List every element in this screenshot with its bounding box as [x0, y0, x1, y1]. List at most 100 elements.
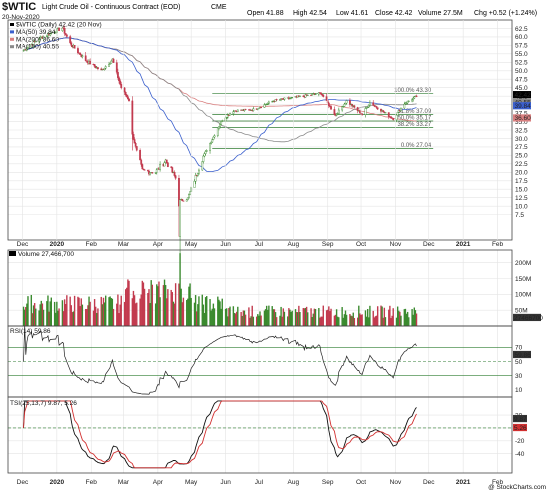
candle-body	[392, 118, 395, 121]
volume-bar	[178, 283, 180, 326]
volume-bar	[86, 309, 88, 326]
volume-bar	[358, 305, 360, 326]
volume-bar	[50, 297, 52, 326]
volume-bar	[403, 309, 406, 326]
legend-entry: MA(200) 36.60	[16, 36, 59, 43]
volume-bar	[120, 295, 122, 326]
volume-bar	[193, 302, 196, 326]
candle-body	[65, 34, 68, 37]
candle-body	[299, 95, 301, 97]
exchange-label: CME	[211, 4, 227, 11]
volume-bar	[147, 293, 149, 326]
legend-entry: MA(50) 39.84	[16, 29, 56, 36]
volume-bar	[219, 301, 221, 326]
candle-body	[103, 68, 106, 70]
volume-bar	[163, 279, 166, 326]
x-axis-month-label: Dec	[423, 479, 435, 486]
volume-bar	[322, 305, 324, 326]
volume-bar	[342, 317, 344, 326]
candle-body	[25, 48, 28, 51]
volume-bar	[72, 311, 75, 326]
volume-bar	[143, 288, 146, 326]
candle-body	[397, 110, 400, 113]
volume-bar	[41, 303, 44, 326]
candle-body	[314, 94, 317, 96]
candle-body	[38, 39, 40, 42]
volume-bar	[112, 308, 115, 326]
candle-body	[34, 41, 37, 43]
candle-body	[310, 94, 312, 96]
last-price-tag-label: 42.42	[515, 92, 532, 99]
volume-bar	[381, 306, 383, 326]
volume-bar	[227, 316, 229, 326]
volume-bar	[252, 316, 255, 326]
volume-bar	[108, 297, 110, 326]
candle-body	[218, 126, 220, 129]
rsi-tick-label: 70	[515, 345, 523, 352]
candle-body	[342, 106, 345, 108]
tsi-line	[23, 400, 417, 469]
volume-bar	[260, 315, 262, 326]
volume-bar	[117, 294, 119, 326]
volume-bar	[279, 315, 281, 326]
candle-body	[356, 107, 359, 112]
tsi-last-tag-label: 9.87	[514, 416, 527, 423]
candle-body	[244, 108, 247, 110]
volume-bar	[391, 315, 393, 326]
volume-bar	[375, 315, 378, 326]
candle-body	[396, 112, 399, 116]
volume-bar	[291, 310, 293, 326]
candle-body	[372, 102, 375, 106]
volume-bar	[350, 315, 352, 326]
x-axis-month-label: Oct	[356, 241, 366, 248]
candle-body	[384, 112, 387, 114]
price-tick-label: 30.0	[515, 136, 528, 143]
volume-bar	[233, 312, 236, 326]
candle-body	[232, 111, 235, 114]
volume-bar	[179, 253, 181, 326]
volume-bar	[258, 315, 260, 326]
x-axis-month-label: 2021	[456, 241, 471, 248]
rsi-panel: 70 50 30 10 RSI(14) 59.86 59.86	[7, 325, 531, 398]
candle-body	[32, 41, 35, 46]
candle-body	[317, 92, 320, 95]
x-axis-month-label: 2021	[456, 479, 471, 486]
volume-bar	[27, 296, 29, 326]
candle-body	[266, 103, 269, 105]
candle-body	[400, 107, 402, 111]
volume-bar	[197, 304, 199, 326]
candle-body	[406, 100, 409, 104]
volume-bar	[167, 289, 169, 326]
volume-bar	[30, 294, 33, 326]
volume-bar	[289, 309, 291, 326]
volume-bar	[213, 308, 216, 326]
volume-bar	[400, 315, 402, 326]
candle-body	[351, 103, 354, 107]
volume-bar	[158, 281, 160, 326]
candle-body	[313, 93, 316, 95]
volume-bar	[361, 314, 363, 326]
volume-bar	[243, 310, 246, 326]
price-tick-label: 15.0	[515, 187, 528, 194]
volume-bar	[224, 308, 227, 326]
volume-bar	[42, 309, 45, 326]
candle-body	[159, 163, 161, 170]
volume-bar	[149, 303, 151, 326]
fib-level-label: 50.0% 35.17	[397, 115, 431, 121]
candle-body	[185, 199, 188, 202]
candle-body	[181, 198, 184, 202]
volume-tick-label: 200M	[515, 260, 531, 267]
price-tick-label: 60.0	[515, 34, 528, 41]
candle-body	[178, 178, 180, 207]
volume-bar	[61, 300, 64, 326]
candle-body	[188, 194, 190, 198]
candle-body	[367, 104, 370, 108]
candle-body	[131, 100, 134, 135]
x-axis-month-label: Dec	[423, 241, 435, 248]
volume-bar	[280, 306, 282, 326]
volume-bar	[343, 314, 346, 326]
price-tick-label: 55.0	[515, 51, 528, 58]
volume-bar	[65, 303, 67, 326]
